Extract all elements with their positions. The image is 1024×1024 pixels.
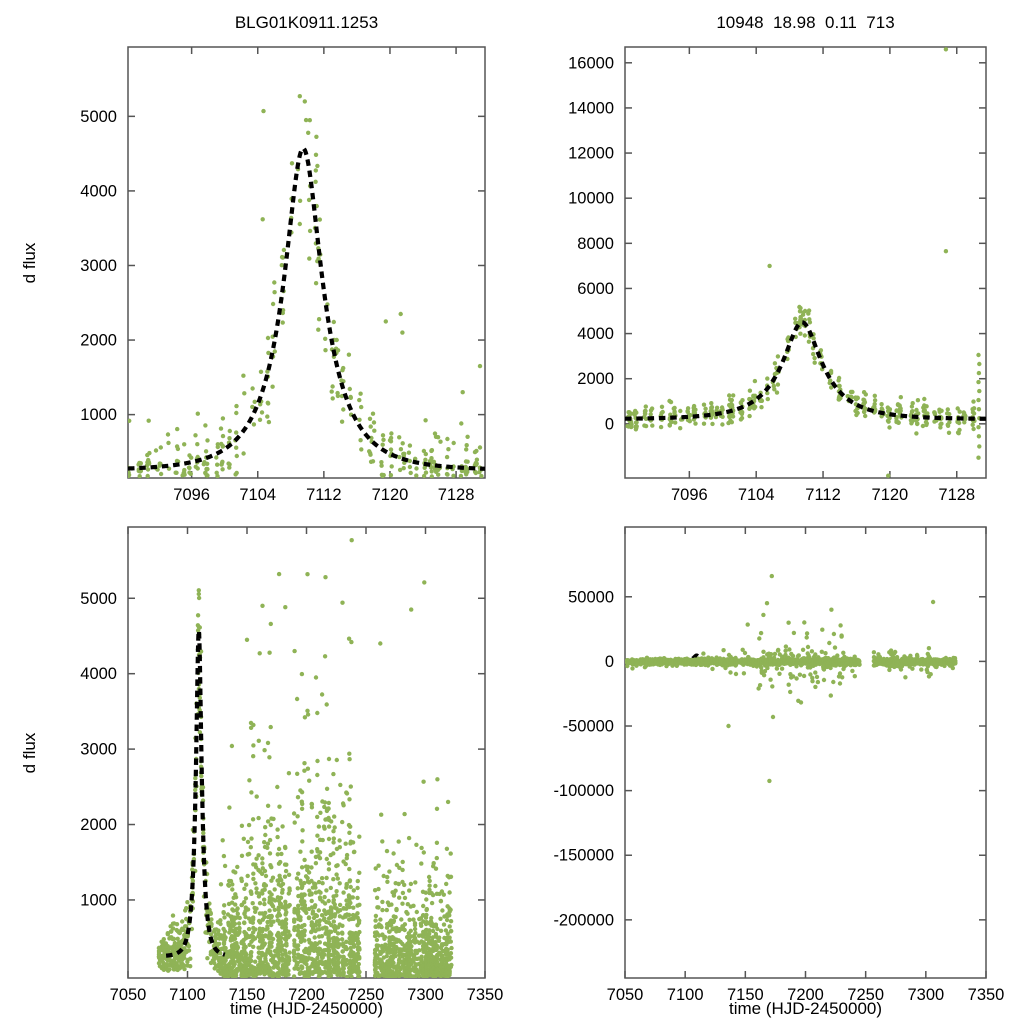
x-tick-label: 7300 bbox=[407, 986, 444, 1004]
x-tick-label: 7150 bbox=[229, 986, 266, 1004]
tick-labels: 7050 7100 7150 7200 7250 7300 7350 -200000 -1500… bbox=[553, 588, 1004, 1004]
x-tick-label: 7100 bbox=[667, 986, 704, 1004]
plot-border bbox=[624, 46, 987, 479]
panel-top-left: 7096 7104 7112 7120 7128 1000 2000 3000 4000 5000 bbox=[80, 46, 486, 504]
y-tick-label: 1000 bbox=[80, 891, 117, 909]
y-tick-label: 1000 bbox=[80, 406, 117, 424]
x-tick-label: 7128 bbox=[438, 486, 475, 504]
x-tick-label: 7050 bbox=[110, 986, 147, 1004]
model-curve bbox=[625, 320, 986, 421]
tick-labels: 7096 7104 7112 7120 7128 1000 2000 3000 4000 5000 bbox=[80, 108, 474, 504]
y-tick-label: -50000 bbox=[563, 718, 614, 736]
x-tick-label: 7100 bbox=[169, 986, 206, 1004]
panel-bottom-left: 7050 7100 7150 7200 7250 7300 7350 1000 2000 3000… bbox=[80, 526, 503, 1004]
plot-border bbox=[127, 46, 486, 479]
x-tick-label: 7104 bbox=[239, 486, 276, 504]
y-tick-label: 4000 bbox=[577, 325, 614, 343]
y-tick-label: 4000 bbox=[80, 665, 117, 683]
panel-title-left: BLG01K0911.1253 bbox=[234, 13, 379, 32]
x-tick-label: 7096 bbox=[173, 486, 210, 504]
axis-ticks bbox=[625, 47, 986, 478]
x-axis-label-bottom-right: time (HJD-2450000) bbox=[728, 999, 883, 1018]
y-tick-label: 16000 bbox=[568, 54, 614, 72]
x-tick-label: 7350 bbox=[968, 986, 1005, 1004]
y-tick-label: 0 bbox=[605, 653, 614, 671]
y-tick-label: 5000 bbox=[80, 590, 117, 608]
panel-top-right: 7096 7104 7112 7120 7128 0 2000 4000 6000 8000 100… bbox=[568, 46, 987, 504]
y-tick-label: 0 bbox=[605, 415, 614, 433]
x-tick-label: 7300 bbox=[907, 986, 944, 1004]
y-tick-label: 12000 bbox=[568, 145, 614, 163]
x-tick-label: 7112 bbox=[805, 486, 840, 504]
model-curve bbox=[165, 622, 226, 958]
y-tick-label: 3000 bbox=[80, 741, 117, 759]
tick-labels: 7050 7100 7150 7200 7250 7300 7350 1000 2000 3000… bbox=[80, 590, 503, 1004]
x-tick-label: 7128 bbox=[938, 486, 975, 504]
y-tick-label: 2000 bbox=[577, 370, 614, 388]
y-tick-label: -100000 bbox=[553, 782, 614, 800]
panel-bottom-right: 7050 7100 7150 7200 7250 7300 7350 -200000 -1500… bbox=[553, 526, 1004, 1004]
data-points bbox=[625, 47, 982, 478]
x-tick-label: 7096 bbox=[671, 486, 708, 504]
x-tick-label: 7112 bbox=[306, 486, 341, 504]
x-tick-label: 7050 bbox=[607, 986, 644, 1004]
model-curve bbox=[128, 146, 485, 471]
y-tick-label: 2000 bbox=[80, 332, 117, 350]
y-tick-label: -150000 bbox=[553, 847, 614, 865]
x-tick-label: 7250 bbox=[847, 986, 884, 1004]
panel-title-right: 10948 18.98 0.11 713 bbox=[716, 13, 895, 32]
x-tick-label: 7250 bbox=[348, 986, 385, 1004]
y-tick-label: 50000 bbox=[568, 588, 614, 606]
y-tick-label: 3000 bbox=[80, 257, 117, 275]
x-tick-label: 7104 bbox=[738, 486, 775, 504]
y-tick-label: 4000 bbox=[80, 182, 117, 200]
y-tick-label: 10000 bbox=[568, 190, 614, 208]
y-tick-label: 6000 bbox=[577, 280, 614, 298]
data-points bbox=[625, 573, 958, 784]
x-axis-label-bottom-left: time (HJD-2450000) bbox=[229, 999, 384, 1018]
x-tick-label: 7120 bbox=[372, 486, 409, 504]
axis-ticks bbox=[624, 527, 987, 978]
y-tick-label: 8000 bbox=[577, 235, 614, 253]
y-tick-label: -200000 bbox=[553, 911, 614, 929]
y-tick-label: 14000 bbox=[568, 99, 614, 117]
x-tick-label: 7200 bbox=[288, 986, 325, 1004]
x-tick-label: 7350 bbox=[467, 986, 504, 1004]
axis-ticks bbox=[128, 47, 485, 478]
x-tick-label: 7120 bbox=[872, 486, 909, 504]
x-tick-label: 7200 bbox=[787, 986, 824, 1004]
y-tick-label: 5000 bbox=[80, 108, 117, 126]
x-tick-label: 7150 bbox=[727, 986, 764, 1004]
plot-border bbox=[624, 526, 987, 979]
tick-labels: 7096 7104 7112 7120 7128 0 2000 4000 6000 8000 100… bbox=[568, 54, 975, 504]
y-tick-label: 2000 bbox=[80, 816, 117, 834]
